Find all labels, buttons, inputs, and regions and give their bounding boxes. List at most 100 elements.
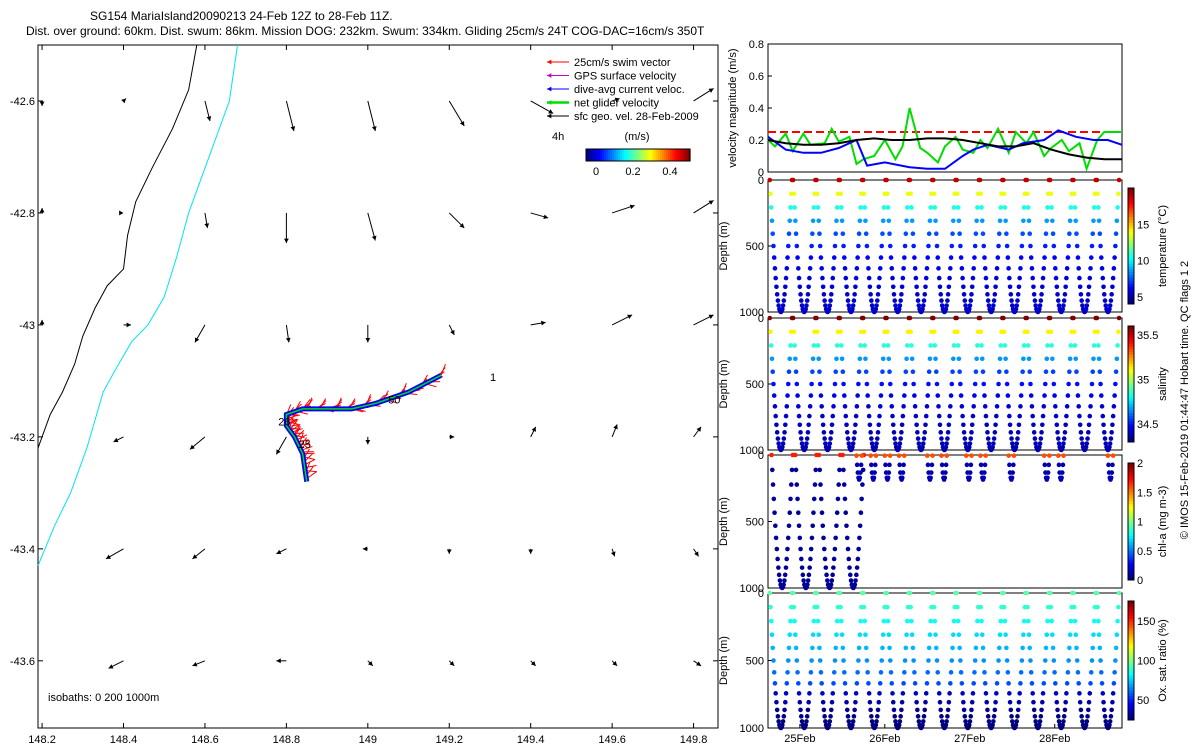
- profile-point: [888, 670, 894, 675]
- profile-point: [909, 618, 914, 624]
- profile-point: [783, 413, 789, 419]
- colorbar-cell: [680, 149, 683, 161]
- profile-colorbar-cell: [1128, 639, 1134, 644]
- profile-point: [877, 275, 882, 281]
- colorbar-cell: [594, 149, 597, 161]
- profile-point: [915, 436, 921, 441]
- profile-point: [1062, 430, 1068, 435]
- profile-colorbar-tick-label: 34.5: [1137, 419, 1158, 431]
- profile-point: [891, 292, 897, 297]
- profile-point: [856, 369, 862, 374]
- profile-point: [885, 475, 891, 481]
- profile-colorbar-cell: [1128, 506, 1134, 511]
- profile-point: [783, 691, 789, 696]
- colorbar-cell: [676, 149, 679, 161]
- profile-point: [1060, 722, 1066, 728]
- profile-point: [863, 356, 868, 362]
- profile-point: [995, 670, 1001, 675]
- profile-colorbar-cell: [1128, 331, 1134, 336]
- profile-point: [792, 618, 797, 624]
- profile-point: [856, 645, 862, 651]
- profile-point: [775, 556, 780, 562]
- profile-colorbar-cell: [1128, 196, 1134, 201]
- profile-point: [782, 430, 787, 435]
- colorbar-cell: [610, 149, 613, 161]
- profile-point: [850, 444, 855, 450]
- legend-marker-head: [547, 86, 552, 92]
- profile-point: [805, 430, 811, 435]
- profile-point: [969, 430, 974, 435]
- profile-point: [1086, 422, 1092, 428]
- copyright-note: © IMOS 15-Feb-2019 01:44:47 Hobart time.…: [1179, 261, 1191, 539]
- profile-colorbar-cell: [1128, 696, 1134, 700]
- profile-colorbar-cell: [1128, 565, 1134, 569]
- profile-colorbar-cell: [1128, 398, 1134, 402]
- profile-point: [1028, 393, 1034, 398]
- profile-point: [843, 510, 849, 516]
- profile-point: [950, 356, 956, 362]
- profile-point: [1038, 436, 1044, 441]
- profile-point: [877, 266, 883, 271]
- profile-point: [1099, 255, 1104, 260]
- profile-point: [1098, 243, 1103, 249]
- profile-point: [769, 218, 775, 224]
- profile-point: [823, 441, 828, 446]
- profile-point: [939, 719, 945, 724]
- profile-point: [985, 707, 990, 713]
- profile-point: [821, 535, 826, 541]
- profile-colorbar-cell: [1128, 486, 1134, 490]
- profile-point: [1116, 177, 1122, 183]
- profile-point: [863, 632, 868, 638]
- profile-point: [936, 413, 942, 419]
- profile-point: [1088, 266, 1093, 271]
- profile-point: [930, 453, 935, 458]
- profile-point: [869, 303, 875, 308]
- profile-point: [902, 255, 907, 260]
- profile-colorbar-cell: [1128, 208, 1134, 212]
- profile-point: [1061, 714, 1067, 719]
- profile-colorbar-cell: [1128, 436, 1134, 440]
- profile-point: [1008, 707, 1014, 713]
- profile-colorbar-cell: [1128, 530, 1134, 534]
- profile-point: [975, 618, 980, 624]
- profile-point: [1078, 707, 1084, 713]
- profile-point: [786, 369, 792, 374]
- profile-point: [868, 292, 873, 297]
- profile-point: [1078, 292, 1084, 297]
- profile-point: [1024, 590, 1030, 596]
- profile-point: [1028, 381, 1033, 387]
- profile-point: [1055, 714, 1061, 719]
- profile-point: [1107, 306, 1112, 312]
- profile-colorbar-cell: [1128, 663, 1134, 667]
- colorbar-cell: [600, 149, 603, 161]
- profile-point: [795, 510, 801, 516]
- profile-point: [937, 422, 943, 428]
- map-x-tick-label: 148.2: [28, 734, 56, 746]
- profile-point: [844, 523, 849, 529]
- profile-point: [1025, 329, 1030, 335]
- profile-point: [840, 452, 845, 458]
- profile-point: [1052, 670, 1057, 675]
- map-x-tick-label: 148.8: [273, 734, 301, 746]
- profile-point: [926, 231, 932, 236]
- profile-point: [846, 556, 852, 562]
- profile-point: [1094, 590, 1100, 596]
- profile-point: [1007, 284, 1013, 290]
- profile-colorbar-cell: [1128, 369, 1134, 373]
- profile-point: [1037, 719, 1043, 724]
- profile-point: [945, 707, 951, 713]
- profile-point: [1086, 284, 1092, 290]
- profile-point: [774, 430, 780, 435]
- profile-point: [975, 205, 980, 210]
- profile-point: [993, 284, 998, 290]
- profile-point: [837, 177, 843, 183]
- profile-point: [834, 510, 840, 516]
- sfc-geo-vector-head: [371, 235, 377, 241]
- velocity-y-tick-label: 0: [758, 167, 764, 179]
- profile-point: [889, 404, 895, 409]
- profile-point: [1032, 298, 1038, 303]
- profile-point: [956, 218, 962, 224]
- profile-colorbar-cell: [1128, 536, 1134, 540]
- profile-point: [854, 404, 860, 409]
- profile-point: [899, 707, 904, 713]
